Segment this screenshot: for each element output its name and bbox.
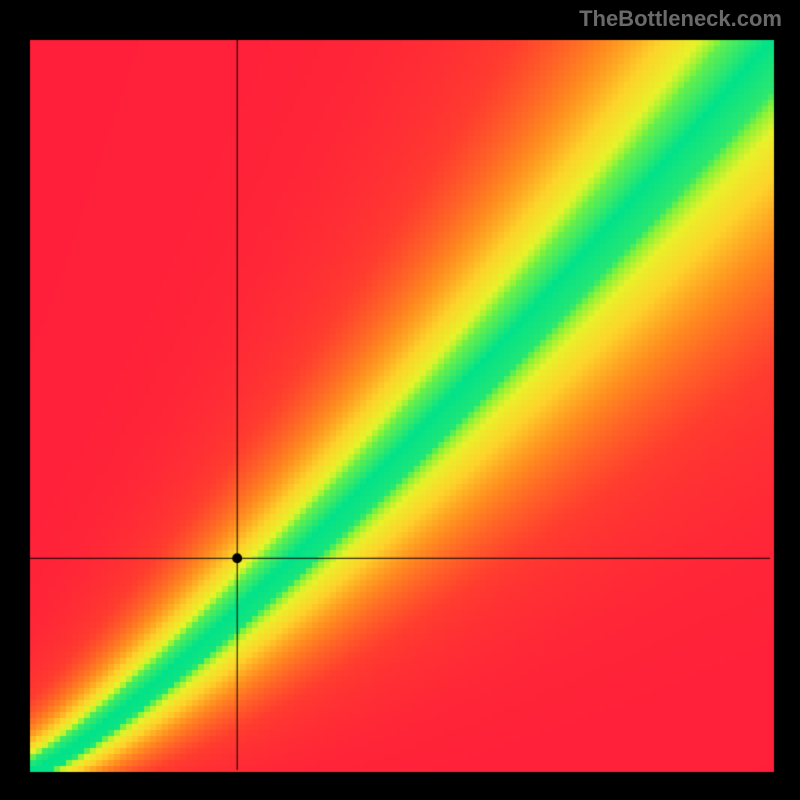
- bottleneck-heatmap-container: { "watermark": { "text": "TheBottleneck.…: [0, 0, 800, 800]
- watermark-text: TheBottleneck.com: [579, 6, 782, 32]
- bottleneck-heatmap-canvas: [0, 0, 800, 800]
